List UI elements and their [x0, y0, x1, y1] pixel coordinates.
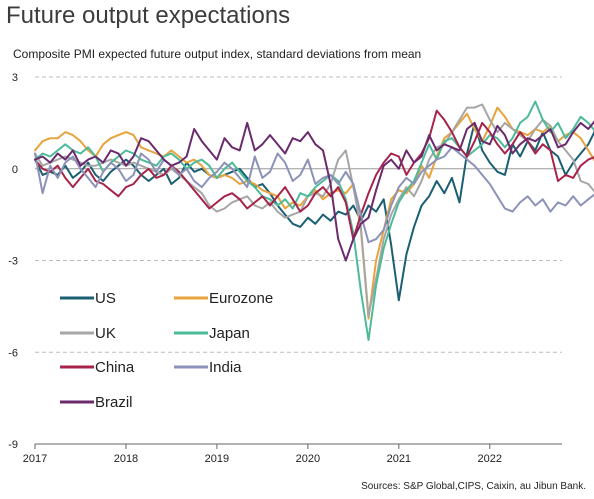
- x-tick-label: 2017: [23, 453, 47, 465]
- series-line-india: [34, 146, 594, 244]
- y-tick-label: 0: [12, 164, 18, 176]
- x-tick-label: 2019: [205, 453, 229, 465]
- legend-label-china: China: [95, 359, 135, 376]
- chart-title: Future output expectations: [6, 2, 291, 29]
- y-tick-label: -3: [8, 256, 18, 268]
- legend: US Eurozone UK Japan China India Brazil: [60, 290, 273, 411]
- series-line-brazil: [34, 120, 594, 262]
- chart-subtitle: Composite PMI expected future output ind…: [13, 47, 422, 61]
- x-tick-label: 2020: [296, 453, 320, 465]
- legend-label-india: India: [209, 359, 242, 376]
- legend-label-japan: Japan: [209, 325, 250, 342]
- y-tick-label: 3: [12, 72, 18, 84]
- legend-label-brazil: Brazil: [95, 394, 133, 411]
- series-line-eurozone: [34, 106, 594, 320]
- x-tick-label: 2021: [387, 453, 411, 465]
- x-axis: 2017 2018 2019 2020 2021 2022: [23, 443, 562, 465]
- series-line-us: [34, 121, 594, 302]
- series-lines: [34, 100, 594, 341]
- legend-label-eurozone: Eurozone: [209, 290, 273, 307]
- gridlines: [35, 76, 562, 445]
- legend-label-uk: UK: [95, 325, 116, 342]
- source-note: Sources: S&P Global,CIPS, Caixin, au Jib…: [361, 481, 586, 492]
- y-axis-ticks: 3 0 -3 -6 -9: [8, 72, 18, 451]
- x-tick-label: 2018: [114, 453, 138, 465]
- x-tick-label: 2022: [478, 453, 502, 465]
- y-tick-label: -9: [8, 439, 18, 451]
- legend-label-us: US: [95, 290, 116, 307]
- series-line-japan: [34, 100, 594, 341]
- series-line-china: [34, 109, 594, 241]
- y-tick-label: -6: [8, 347, 18, 359]
